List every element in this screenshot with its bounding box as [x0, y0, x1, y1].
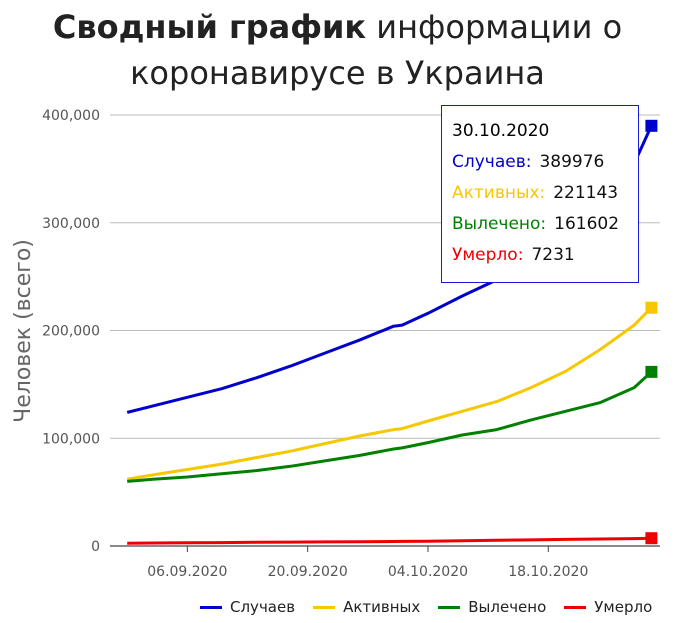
x-tick-label: 04.10.2020 [388, 564, 468, 580]
y-tick-label: 300,000 [42, 216, 100, 232]
chart-title: Сводный график информации о коронавирусе… [0, 4, 675, 96]
legend-swatch [200, 605, 222, 609]
x-tick-label: 06.09.2020 [147, 564, 227, 580]
tooltip-label: Вылечено: [452, 214, 547, 234]
y-axis-label: Человек (всего) [11, 239, 36, 423]
series-end-marker-2 [645, 301, 658, 314]
legend-item-deaths[interactable]: Умерло [564, 598, 652, 616]
tooltip-row-active: Активных: 221143 [452, 178, 628, 209]
tooltip-row-cases: Случаев: 389976 [452, 147, 628, 178]
series-line-2 [126, 306, 653, 481]
chart-title-rest: информации о [366, 8, 623, 46]
y-tick-label: 100,000 [42, 431, 100, 447]
tooltip-row-deaths: Умерло: 7231 [452, 240, 628, 271]
legend-swatch [564, 605, 587, 609]
chart-title-line2: коронавирусе в Украина [130, 54, 545, 92]
legend-item-cases[interactable]: Случаев [200, 598, 295, 616]
series-end-marker-4 [645, 532, 658, 545]
tooltip-date: 30.10.2020 [452, 121, 550, 141]
series-line-3 [127, 370, 653, 483]
chart-legend: Случаев Активных Вылечено Умерло [200, 598, 652, 616]
tooltip-value: 161602 [554, 214, 620, 234]
tooltip-label: Активных: [452, 183, 546, 203]
y-tick-label: 0 [91, 539, 100, 555]
legend-label: Умерло [594, 598, 653, 616]
tooltip-value: 7231 [531, 245, 575, 265]
legend-swatch [438, 605, 461, 609]
tooltip-label: Умерло: [452, 245, 524, 265]
legend-item-active[interactable]: Активных [313, 598, 420, 616]
x-tick-label: 18.10.2020 [508, 564, 588, 580]
y-tick-label: 200,000 [42, 324, 100, 340]
legend-label: Случаев [230, 598, 296, 616]
data-tooltip: 30.10.2020 Случаев: 389976 Активных: 22114… [441, 105, 639, 283]
tooltip-label: Случаев: [452, 152, 532, 172]
tooltip-row-recovered: Вылечено: 161602 [452, 209, 628, 240]
series-line-4 [127, 536, 652, 545]
tooltip-value: 389976 [539, 152, 605, 172]
legend-swatch [313, 605, 336, 609]
series-end-marker-1 [645, 119, 658, 132]
tooltip-value: 221143 [553, 183, 619, 203]
legend-label: Активных [343, 598, 421, 616]
y-tick-label: 400,000 [42, 108, 100, 124]
legend-label: Вылечено [468, 598, 547, 616]
legend-item-recovered[interactable]: Вылечено [438, 598, 546, 616]
series-end-marker-3 [645, 365, 658, 378]
chart-title-bold: Сводный график [52, 8, 367, 46]
x-tick-label: 20.09.2020 [268, 564, 348, 580]
